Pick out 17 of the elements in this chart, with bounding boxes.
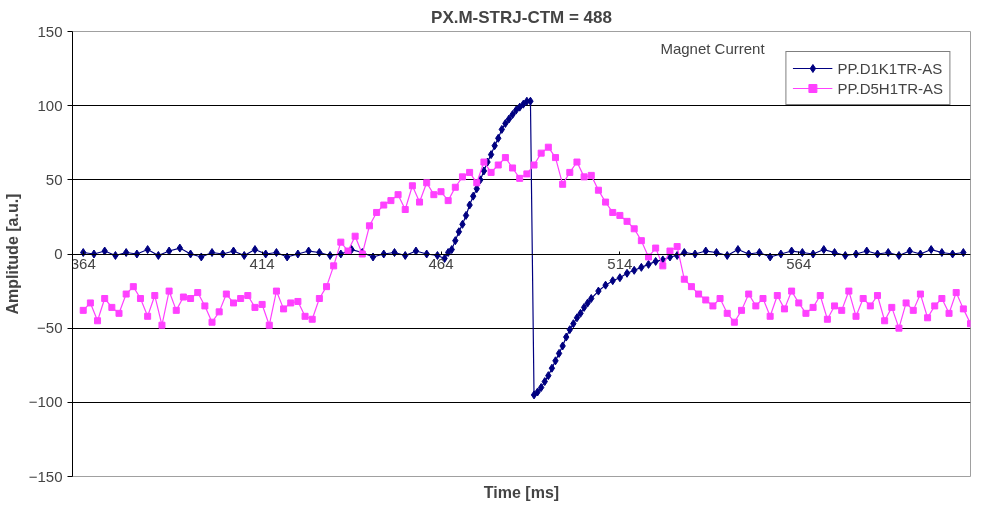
x-tick-label: 564: [786, 255, 812, 272]
y-axis-title: Amplitude [a.u.]: [3, 193, 21, 315]
legend-label: PP.D1K1TR-AS: [837, 59, 943, 77]
x-tick-label: 414: [249, 255, 275, 272]
y-tick-label: 150: [37, 22, 63, 40]
chart-title: PX.M-STRJ-CTM = 488: [431, 7, 612, 27]
y-tick-label: −150: [28, 467, 63, 485]
x-tick-label: 514: [607, 255, 633, 272]
y-tick-label: −50: [37, 319, 63, 337]
annotation: Magnet Current: [660, 39, 766, 57]
y-tick-label: 50: [45, 170, 63, 188]
y-tick-label: −100: [28, 393, 63, 411]
x-axis-title: Time [ms]: [483, 483, 560, 501]
legend-label: PP.D5H1TR-AS: [837, 79, 943, 97]
x-tick-label: 464: [428, 255, 454, 272]
y-tick-label: 0: [54, 245, 63, 262]
y-tick-label: 100: [37, 96, 63, 114]
